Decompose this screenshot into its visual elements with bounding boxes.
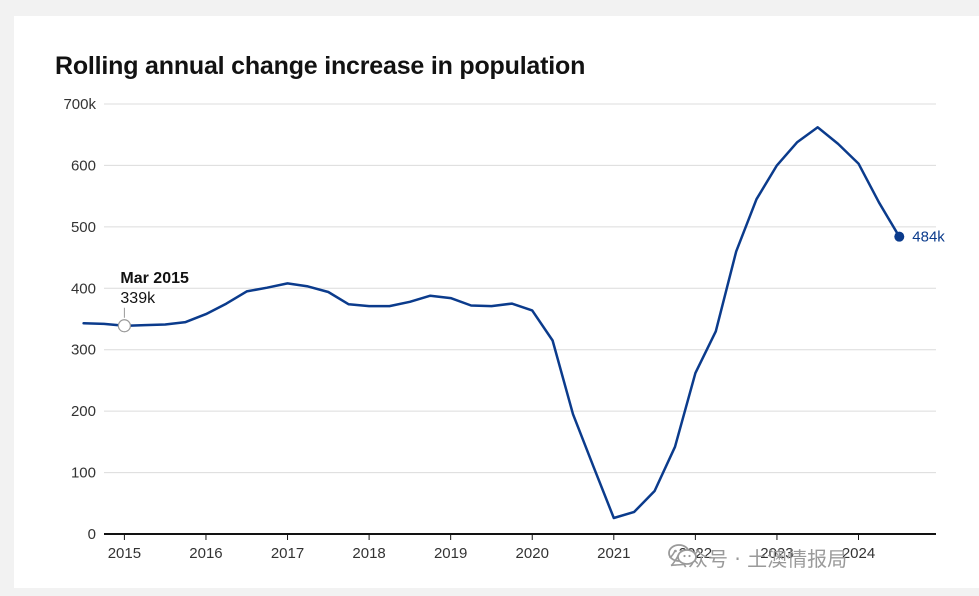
annotations: Mar 2015 339k 484k [117,229,945,333]
end-point-label: 484k [912,229,945,246]
x-tick-label: 2015 [108,545,141,562]
chart-title: Rolling annual change increase in popula… [55,52,586,80]
y-tick-label: 300 [71,342,96,359]
y-tick-label: 400 [71,280,96,297]
wechat-icon [668,544,697,565]
watermark-text: 公众号 · 土澳情报局 [668,547,848,571]
x-tick-label: 2024 [842,545,875,562]
y-tick-label: 0 [88,526,96,543]
y-tick-label: 500 [71,219,96,236]
x-tick-label: 2021 [597,545,630,562]
end-point-marker [894,231,905,242]
series-group [82,126,901,520]
gridlines [104,103,936,474]
y-axis-ticks: 0 100 200 300 400 500 600 700k [63,96,96,543]
annotation-marker [117,319,131,333]
x-tick-label: 2016 [189,545,222,562]
y-tick-label: 200 [71,403,96,420]
x-tick-label: 2017 [271,545,304,562]
x-tick-label: 2018 [352,545,385,562]
y-tick-label: 100 [71,465,96,482]
x-tick-label: 2019 [434,545,467,562]
x-tick-label: 2020 [516,545,549,562]
x-tick-label: 2023 [760,545,793,562]
watermark: 公众号 · 土澳情报局 [668,543,847,572]
y-tick-label: 600 [71,157,96,174]
series-line [82,126,901,520]
x-axis-ticks: 2015201620172018201920202021202220232024 [108,534,875,562]
chart-card: Rolling annual change increase in popula… [14,16,979,588]
annotation-title: Mar 2015 [120,270,189,287]
y-tick-label: 700k [63,96,96,113]
annotation-value: 339k [120,290,156,307]
